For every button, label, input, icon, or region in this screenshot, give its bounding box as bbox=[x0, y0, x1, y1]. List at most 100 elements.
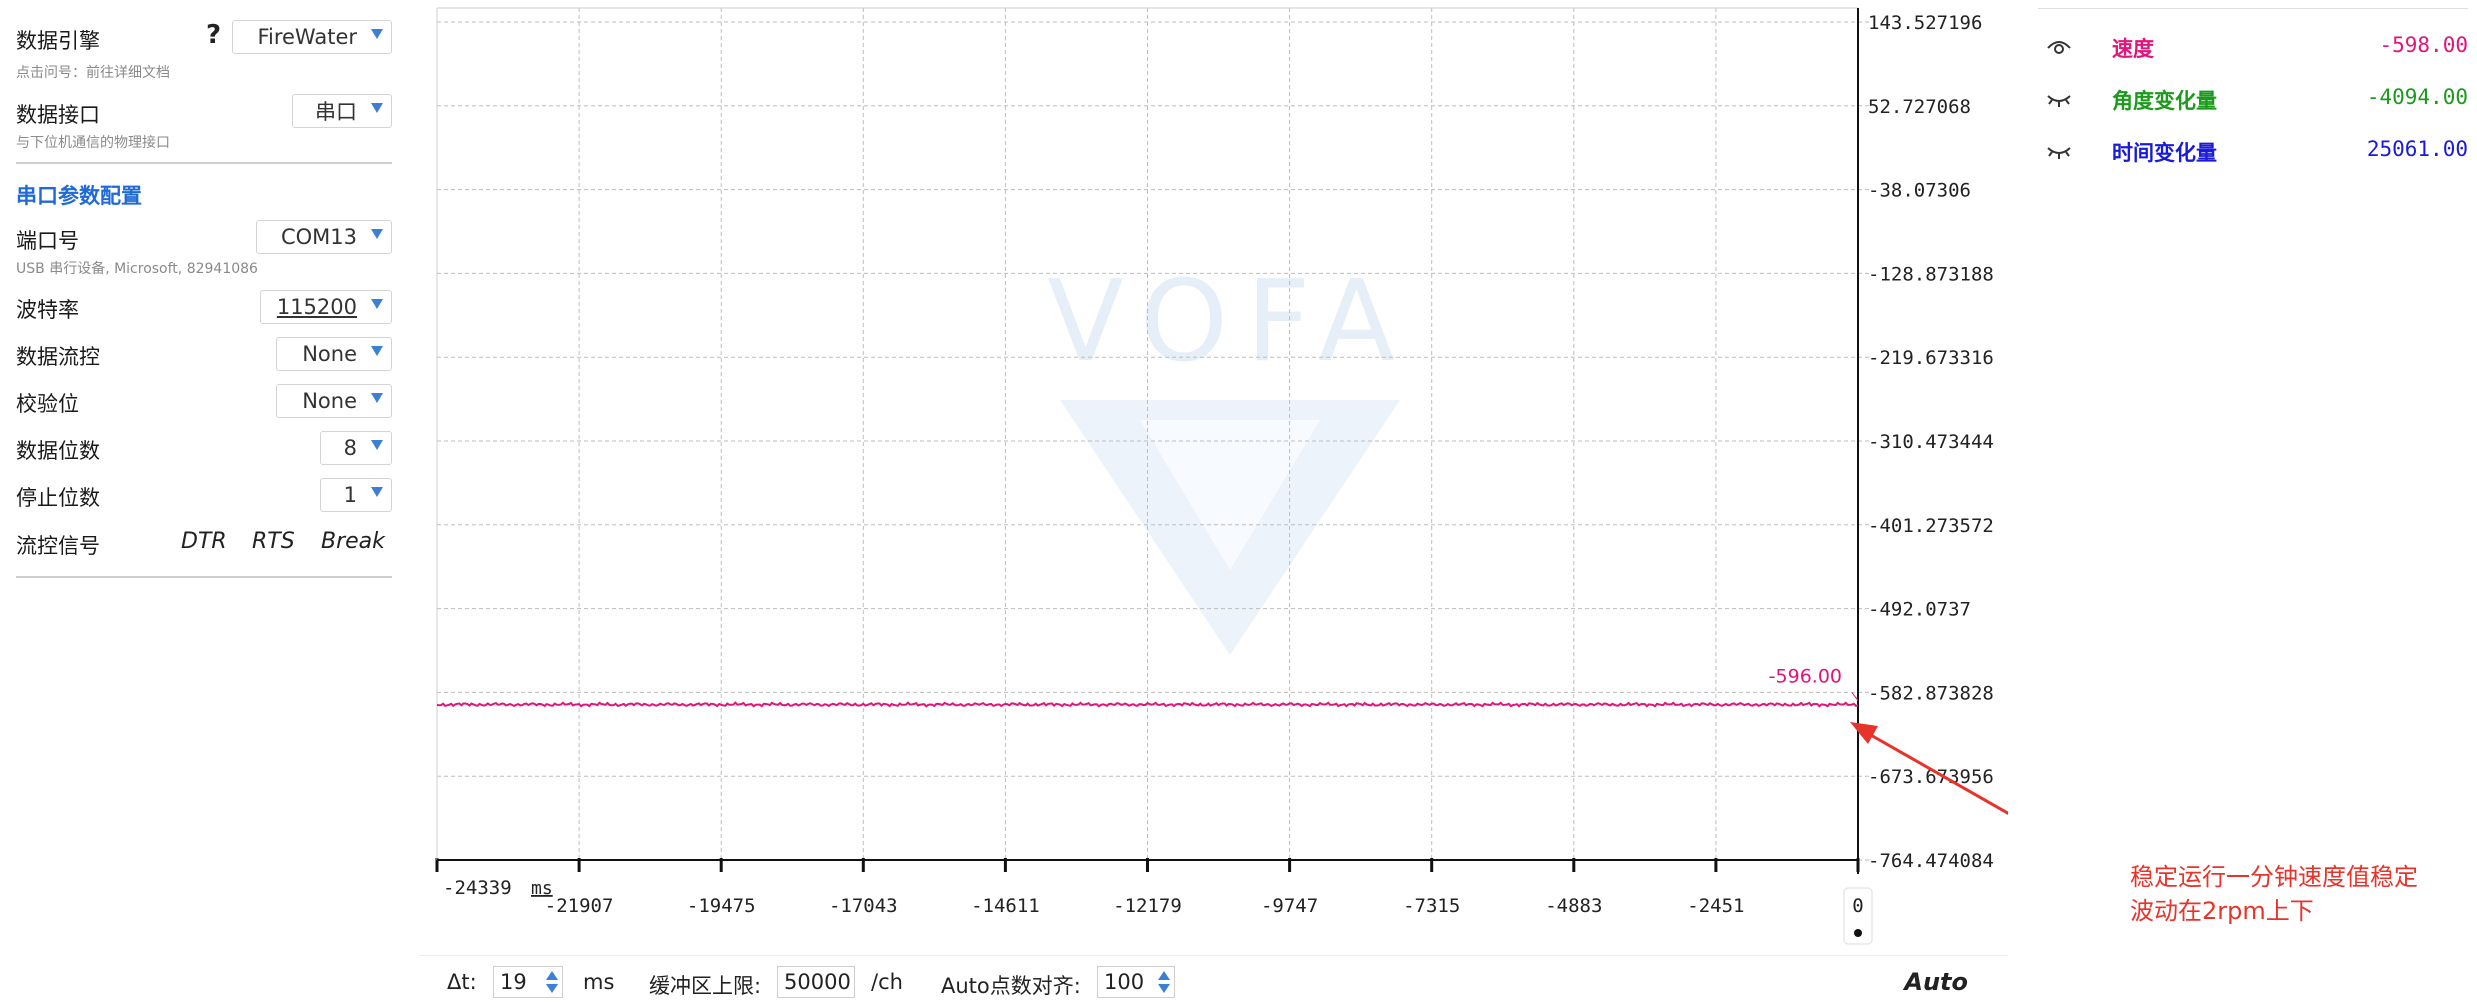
eye-closed-icon[interactable] bbox=[2046, 140, 2072, 162]
zero-tick-dot bbox=[1854, 929, 1862, 937]
annotation-arrow bbox=[1861, 728, 2008, 815]
port-value: COM13 bbox=[280, 225, 357, 249]
databits-value: 8 bbox=[343, 436, 357, 460]
parity-row: 校验位 None bbox=[16, 384, 392, 420]
baud-select[interactable]: 115200 bbox=[260, 290, 392, 324]
x-tick-label: -17043 bbox=[829, 895, 898, 917]
channel-value: -4094.00 bbox=[2366, 85, 2468, 109]
zero-tick-box bbox=[1843, 887, 1873, 945]
interface-select[interactable]: 串口 bbox=[292, 94, 392, 128]
rts-toggle[interactable]: RTS bbox=[252, 529, 295, 554]
align-value: 100 bbox=[1104, 970, 1145, 994]
stopbits-label: 停止位数 bbox=[16, 486, 100, 510]
port-select[interactable]: COM13 bbox=[256, 220, 392, 254]
stopbits-value: 1 bbox=[343, 483, 357, 507]
auto-button[interactable]: Auto bbox=[1904, 968, 1968, 996]
help-question-icon[interactable]: ? bbox=[206, 20, 222, 50]
buffer-input[interactable]: 50000 bbox=[777, 966, 855, 998]
port-label: 端口号 bbox=[16, 229, 79, 253]
x-tick-label: -21907 bbox=[545, 895, 614, 917]
flow-row: 数据流控 None bbox=[16, 337, 392, 373]
port-row: 端口号 COM13 bbox=[16, 220, 392, 260]
x-tick-label: -19475 bbox=[687, 895, 756, 917]
channel-row[interactable]: 速度 -598.00 bbox=[2038, 28, 2468, 68]
chevron-down-icon bbox=[371, 346, 383, 356]
signals-label: 流控信号 bbox=[16, 534, 100, 558]
spinner-arrows-icon[interactable] bbox=[546, 969, 558, 995]
chevron-down-icon bbox=[371, 393, 383, 403]
engine-row: 数据引擎 ? FireWater bbox=[16, 20, 392, 60]
parity-select[interactable]: None bbox=[276, 384, 392, 418]
stopbits-row: 停止位数 1 bbox=[16, 478, 392, 514]
chevron-down-icon bbox=[371, 103, 383, 113]
databits-select[interactable]: 8 bbox=[320, 431, 392, 465]
align-label: Auto点数对齐: bbox=[941, 974, 1081, 998]
x-tick-label: -2451 bbox=[1687, 895, 1744, 917]
dt-value: 19 bbox=[500, 970, 527, 994]
chevron-down-icon bbox=[371, 440, 383, 450]
settings-panel: 数据引擎 ? FireWater 点击问号：前往详细文档 数据接口 串口 与下位… bbox=[0, 0, 410, 1007]
divider bbox=[16, 576, 392, 578]
baud-label: 波特率 bbox=[16, 298, 79, 322]
chevron-down-icon bbox=[371, 229, 383, 239]
waveform-chart[interactable]: VOFA 143.527196 52.727068 -38.07306 -128.87… bbox=[0, 0, 2008, 955]
x-tick-label: -4883 bbox=[1545, 895, 1602, 917]
interface-label: 数据接口 bbox=[16, 103, 100, 127]
annotation-line-1: 稳定运行一分钟速度值稳定 bbox=[2130, 863, 2418, 891]
y-tick-label: -673.673956 bbox=[1868, 766, 1994, 788]
x-tick-label: -7315 bbox=[1403, 895, 1460, 917]
interface-row: 数据接口 串口 bbox=[16, 94, 392, 134]
y-tick-label: -401.273572 bbox=[1868, 515, 1994, 537]
eye-open-icon[interactable] bbox=[2046, 36, 2072, 58]
plot-svg[interactable]: 143.527196 52.727068 -38.07306 -128.873188 -… bbox=[0, 0, 2008, 955]
y-tick-label: -128.873188 bbox=[1868, 263, 1994, 285]
divider bbox=[2038, 8, 2468, 9]
channel-panel: 速度 -598.00 角度变化量 -4094.00 时间变化量 25061.00 bbox=[2008, 0, 2477, 1007]
signals-row: 流控信号 DTR RTS Break bbox=[16, 526, 392, 562]
section-title: 串口参数配置 bbox=[16, 184, 142, 208]
y-tick-label: -764.474084 bbox=[1868, 850, 1994, 872]
dt-label: Δt: bbox=[447, 970, 477, 994]
channel-name: 速度 bbox=[2112, 37, 2154, 61]
channel-name: 角度变化量 bbox=[2112, 89, 2217, 113]
annotation-line-2: 波动在2rpm上下 bbox=[2130, 897, 2314, 925]
last-value-pointer bbox=[1851, 692, 1859, 701]
x-unit-label: ms bbox=[531, 878, 553, 899]
buffer-label: 缓冲区上限: bbox=[649, 974, 762, 998]
x-tick-label: -14611 bbox=[971, 895, 1040, 917]
y-tick-label: -582.873828 bbox=[1868, 682, 1994, 704]
stopbits-select[interactable]: 1 bbox=[320, 478, 392, 512]
flow-value: None bbox=[302, 342, 357, 366]
databits-label: 数据位数 bbox=[16, 439, 100, 463]
x-tick-label: -12179 bbox=[1113, 895, 1182, 917]
databits-row: 数据位数 8 bbox=[16, 431, 392, 467]
channel-row[interactable]: 时间变化量 25061.00 bbox=[2038, 132, 2468, 172]
break-toggle[interactable]: Break bbox=[321, 529, 385, 554]
buffer-unit: /ch bbox=[871, 970, 903, 994]
interface-value: 串口 bbox=[315, 100, 357, 124]
engine-hint: 点击问号：前往详细文档 bbox=[16, 65, 170, 81]
align-spinbox[interactable]: 100 bbox=[1097, 966, 1175, 998]
flow-select[interactable]: None bbox=[276, 337, 392, 371]
parity-value: None bbox=[302, 389, 357, 413]
channel-value: 25061.00 bbox=[2366, 137, 2468, 161]
dtr-toggle[interactable]: DTR bbox=[181, 529, 227, 554]
baud-value: 115200 bbox=[276, 295, 357, 319]
engine-select[interactable]: FireWater bbox=[232, 20, 392, 54]
dt-spinbox[interactable]: 19 bbox=[493, 966, 563, 998]
engine-value: FireWater bbox=[257, 25, 357, 49]
chevron-down-icon bbox=[371, 299, 383, 309]
baud-row: 波特率 115200 bbox=[16, 290, 392, 326]
divider bbox=[16, 162, 392, 164]
channel-value: -598.00 bbox=[2379, 33, 2468, 57]
spinner-arrows-icon[interactable] bbox=[1158, 969, 1170, 995]
port-hint: USB 串行设备, Microsoft, 82941086 bbox=[16, 261, 258, 277]
eye-closed-icon[interactable] bbox=[2046, 88, 2072, 110]
x-tick-label: 0 bbox=[1852, 895, 1863, 917]
y-tick-label: -219.673316 bbox=[1868, 347, 1994, 369]
channel-row[interactable]: 角度变化量 -4094.00 bbox=[2038, 80, 2468, 120]
y-tick-label: 52.727068 bbox=[1868, 96, 1971, 118]
y-tick-label: -492.0737 bbox=[1868, 599, 1971, 621]
last-value-label: -596.00 bbox=[1769, 666, 1842, 688]
buffer-value: 50000 bbox=[784, 970, 851, 994]
